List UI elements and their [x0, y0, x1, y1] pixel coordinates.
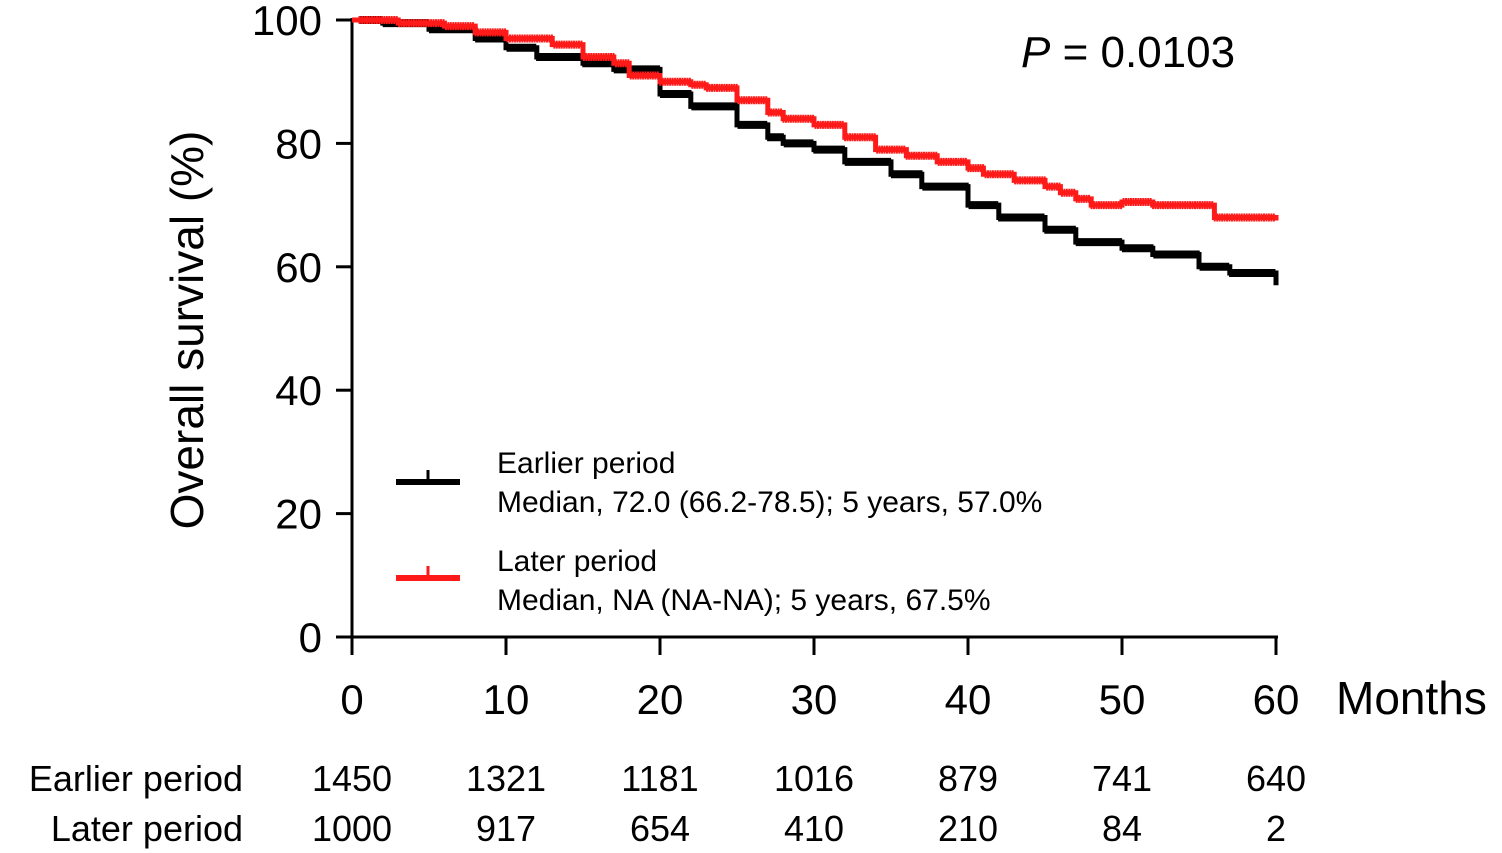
- risk-value: 84: [1102, 808, 1142, 849]
- risk-row-label-earlier: Earlier period: [29, 758, 243, 799]
- risk-value: 917: [476, 808, 536, 849]
- risk-value: 410: [784, 808, 844, 849]
- legend-label-later: Later period: [497, 545, 657, 578]
- x-tick-label: 0: [340, 676, 363, 723]
- risk-row-later: 1000 917 654 410 210 84 2: [312, 808, 1286, 849]
- x-axis-title: Months: [1336, 672, 1487, 724]
- x-tick-label: 20: [637, 676, 684, 723]
- risk-value: 1321: [466, 758, 546, 799]
- risk-value: 1000: [312, 808, 392, 849]
- risk-value: 654: [630, 808, 690, 849]
- censor-ticks-later: [358, 16, 1275, 222]
- x-tick-label: 30: [791, 676, 838, 723]
- p-value-text: = 0.0103: [1050, 28, 1235, 77]
- y-tick-label: 20: [275, 491, 322, 538]
- p-value-symbol: P: [1021, 28, 1051, 77]
- y-tick-label: 80: [275, 120, 322, 167]
- legend: Earlier period Median, 72.0 (66.2-78.5);…: [396, 447, 1042, 617]
- risk-row-label-later: Later period: [51, 808, 243, 849]
- y-tick-label: 100: [252, 0, 322, 44]
- risk-value: 1181: [621, 758, 698, 799]
- legend-label-earlier: Earlier period: [497, 447, 675, 480]
- y-tick-group: 0 20 40 60 80 100: [252, 0, 352, 661]
- x-tick-group: 0 10 20 30 40 50 60: [340, 637, 1299, 723]
- x-tick-label: 10: [483, 676, 530, 723]
- risk-row-earlier: 1450 1321 1181 1016 879 741 640: [312, 758, 1306, 799]
- x-tick-label: 60: [1253, 676, 1300, 723]
- y-tick-label: 60: [275, 244, 322, 291]
- risk-value: 210: [938, 808, 998, 849]
- y-tick-label: 0: [299, 614, 322, 661]
- x-tick-label: 50: [1099, 676, 1146, 723]
- legend-detail-later: Median, NA (NA-NA); 5 years, 67.5%: [497, 584, 991, 617]
- risk-value: 2: [1266, 808, 1286, 849]
- p-value-annotation: P = 0.0103: [1021, 28, 1235, 77]
- risk-value: 1450: [312, 758, 392, 799]
- risk-value: 741: [1092, 758, 1152, 799]
- x-tick-label: 40: [945, 676, 992, 723]
- risk-value: 640: [1246, 758, 1306, 799]
- curves-group: [352, 16, 1279, 286]
- risk-value: 879: [938, 758, 998, 799]
- risk-table: Earlier period Later period 1450 1321 1181…: [29, 758, 1306, 849]
- y-tick-label: 40: [275, 367, 322, 414]
- legend-detail-earlier: Median, 72.0 (66.2-78.5); 5 years, 57.0%: [497, 486, 1042, 519]
- risk-value: 1016: [774, 758, 854, 799]
- y-axis-title: Overall survival (%): [161, 131, 213, 530]
